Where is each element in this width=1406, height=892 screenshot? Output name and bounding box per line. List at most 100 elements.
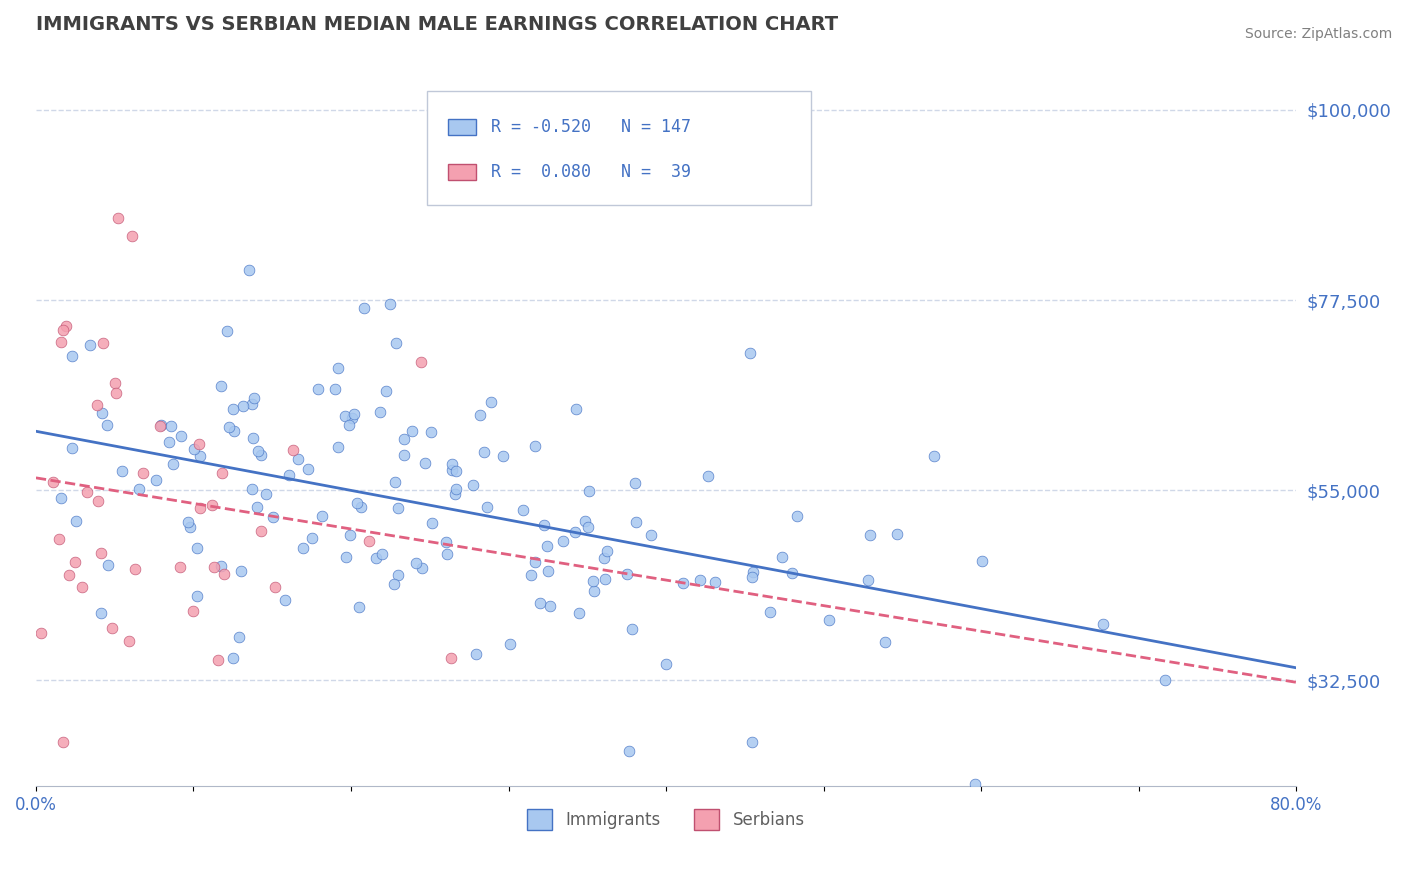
Point (759, 605, 782, 619)
Point (246, 444, 269, 458)
Point (583, 583, 606, 598)
Text: Source: ZipAtlas.com: Source: ZipAtlas.com (1244, 27, 1392, 41)
Point (90, 406, 112, 420)
Point (593, 551, 616, 566)
Point (620, 623, 643, 637)
Point (131, 466, 153, 480)
Point (177, 515, 200, 529)
Bar (449, 119, 475, 135)
Point (209, 558, 232, 573)
Text: IMMIGRANTS VS SERBIAN MEDIAN MALE EARNINGS CORRELATION CHART: IMMIGRANTS VS SERBIAN MEDIAN MALE EARNIN… (37, 15, 838, 34)
Point (624, 475, 647, 490)
Point (859, 528, 882, 542)
Point (346, 496, 368, 510)
Point (401, 424, 423, 438)
Point (392, 432, 415, 446)
Point (1091, 616, 1114, 631)
Point (118, 633, 141, 648)
Point (366, 550, 388, 565)
Point (91, 336, 114, 351)
Point (124, 562, 146, 576)
Point (79, 337, 101, 351)
Point (212, 567, 235, 582)
Point (273, 593, 295, 607)
Text: R =  0.080   N =  39: R = 0.080 N = 39 (491, 162, 690, 181)
Point (60, 349, 83, 363)
Point (222, 401, 245, 416)
Point (970, 554, 993, 568)
Point (281, 442, 304, 457)
Point (307, 382, 329, 396)
Point (335, 549, 357, 564)
Point (922, 449, 945, 463)
Text: R = -0.520   N = 147: R = -0.520 N = 147 (491, 118, 690, 136)
Point (413, 456, 436, 470)
Point (596, 543, 619, 558)
Point (858, 574, 880, 588)
Point (201, 499, 224, 513)
Point (359, 534, 381, 549)
Point (340, 411, 363, 425)
Point (263, 580, 285, 594)
Point (86, 398, 108, 412)
Point (384, 475, 406, 489)
Point (491, 449, 513, 463)
Point (240, 397, 263, 411)
Point (564, 525, 586, 540)
Point (770, 550, 793, 565)
Point (232, 400, 254, 414)
Point (441, 463, 464, 477)
Point (347, 600, 370, 615)
Point (107, 211, 129, 226)
Point (624, 515, 647, 529)
Point (101, 621, 124, 635)
Point (392, 448, 415, 462)
Point (311, 508, 333, 523)
Point (62, 441, 84, 455)
Point (58, 567, 80, 582)
Point (169, 559, 191, 574)
Point (328, 360, 350, 375)
Point (440, 457, 463, 471)
Point (475, 500, 498, 514)
Point (159, 435, 181, 450)
Point (697, 468, 720, 483)
Point (873, 634, 896, 648)
Point (188, 449, 211, 463)
Point (148, 418, 170, 433)
Point (287, 452, 309, 467)
Point (440, 650, 463, 665)
Point (524, 439, 547, 453)
Point (780, 566, 803, 581)
Point (578, 484, 600, 499)
Point (162, 457, 184, 471)
Point (228, 630, 250, 644)
Point (378, 297, 401, 311)
Point (533, 518, 555, 533)
Point (224, 424, 246, 438)
Point (183, 604, 205, 618)
Point (202, 559, 225, 574)
Point (655, 657, 678, 671)
Point (70, 580, 93, 594)
Point (436, 547, 458, 561)
Point (595, 572, 617, 586)
Point (420, 425, 443, 439)
Point (375, 384, 398, 399)
Point (65, 515, 87, 529)
Point (207, 653, 229, 667)
Point (672, 575, 695, 590)
Point (186, 589, 208, 603)
Point (499, 637, 522, 651)
Point (121, 228, 143, 243)
Point (619, 744, 641, 758)
Point (262, 510, 284, 524)
Point (738, 346, 761, 360)
Point (370, 404, 392, 418)
Point (337, 417, 360, 432)
Point (1154, 673, 1177, 687)
Point (537, 565, 560, 579)
Point (209, 378, 232, 392)
Point (520, 568, 543, 582)
Point (183, 442, 205, 456)
